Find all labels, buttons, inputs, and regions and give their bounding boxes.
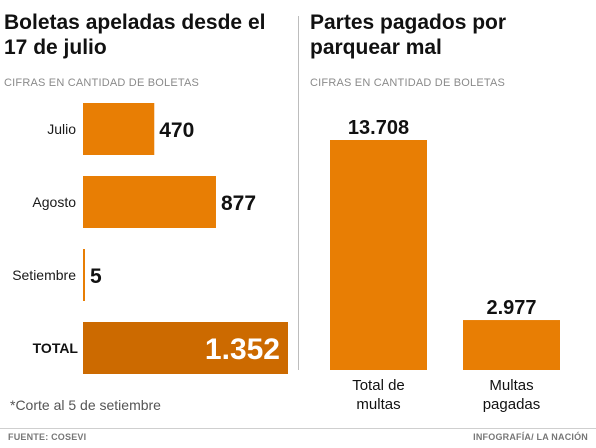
bar [83, 176, 216, 228]
total-bar [83, 322, 288, 374]
bar-value-label: 877 [221, 192, 256, 215]
source-label: FUENTE: COSEVI [8, 432, 87, 442]
category-label: Setiembre [12, 267, 76, 283]
column [330, 140, 427, 370]
total-value-label: 1.352 [205, 333, 280, 366]
column-category-label: Total de [352, 377, 405, 394]
bar [83, 249, 85, 301]
footer-rule [0, 428, 596, 429]
column-value-label: 2.977 [486, 297, 536, 319]
credit-label: INFOGRAFÍA/ LA NACIÓN [473, 432, 588, 442]
left-chart-title: Boletas apeladas desde el 17 de julio [4, 11, 266, 59]
right-chart-subtitle: CIFRAS EN CANTIDAD DE BOLETAS [310, 77, 506, 89]
category-label: Agosto [32, 194, 76, 210]
category-label: Julio [47, 121, 76, 137]
column-category-label: multas [356, 396, 400, 413]
footnote: *Corte al 5 de setiembre [10, 397, 161, 413]
column-value-label: 13.708 [348, 117, 409, 139]
right-column-chart: 13.708 Total de multas 2.977 Multas pagadas [330, 117, 560, 413]
left-bar-chart: Julio 470 Agosto 877 Setiembre 5 TOTAL 1.352 [12, 103, 288, 374]
panel-divider [298, 16, 299, 370]
bar-value-label: 470 [159, 119, 194, 142]
right-chart-title: Partes pagados por parquear mal [310, 11, 507, 59]
column-category-label: pagadas [483, 396, 541, 413]
bar [83, 103, 155, 155]
total-label: TOTAL [33, 340, 79, 356]
bar-value-label: 5 [90, 265, 102, 288]
column [463, 320, 560, 370]
left-chart-subtitle: CIFRAS EN CANTIDAD DE BOLETAS [4, 77, 200, 89]
column-category-label: Multas [489, 377, 533, 394]
